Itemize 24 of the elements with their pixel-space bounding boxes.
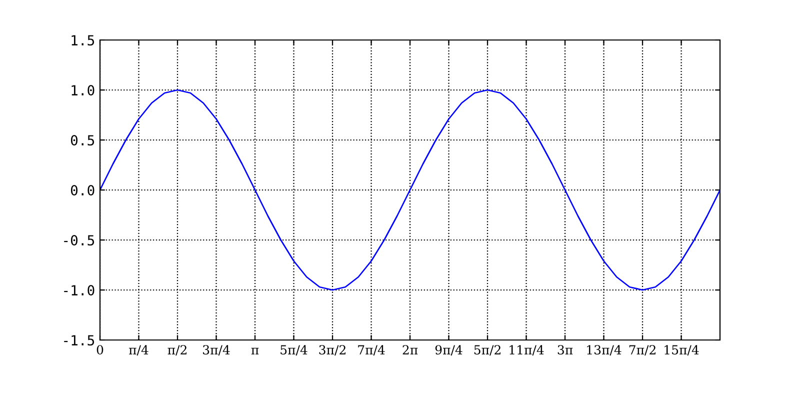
x-tick-label: 0 [96,345,104,355]
x-tick-label: 3π [558,345,573,355]
x-tick-label: π [251,348,259,354]
x-tick-label: π/2 [168,345,186,356]
x-tick-label: 13π/4 [587,345,622,356]
x-tick-label: 3π/2 [319,345,346,356]
x-tick-label: 5π/2 [474,345,500,356]
x-tick-label: 7π/2 [629,345,656,356]
x-tick-label: 5π/4 [280,345,308,356]
x-tick-label: 7π/4 [358,345,385,356]
x-tick-label: 11π/4 [510,345,544,356]
x-tick-label: 15π/4 [664,345,699,356]
x-tick-label: 2π [402,345,418,354]
line-series [100,89,720,291]
y-tick-label: -0.5 [64,235,94,246]
y-tick-label: 1.5 [72,35,94,46]
x-tick-label: 9π/4 [435,345,462,356]
x-tick-label: 3π/4 [203,345,230,356]
y-tick-label: -1.0 [64,285,94,296]
x-tick-label: π/4 [129,345,148,356]
y-tick-label: 0.5 [70,135,94,146]
y-tick-label: 1.0 [72,85,94,96]
y-tick-label: 0.0 [70,185,94,196]
y-tick-label: -1.5 [64,335,94,346]
